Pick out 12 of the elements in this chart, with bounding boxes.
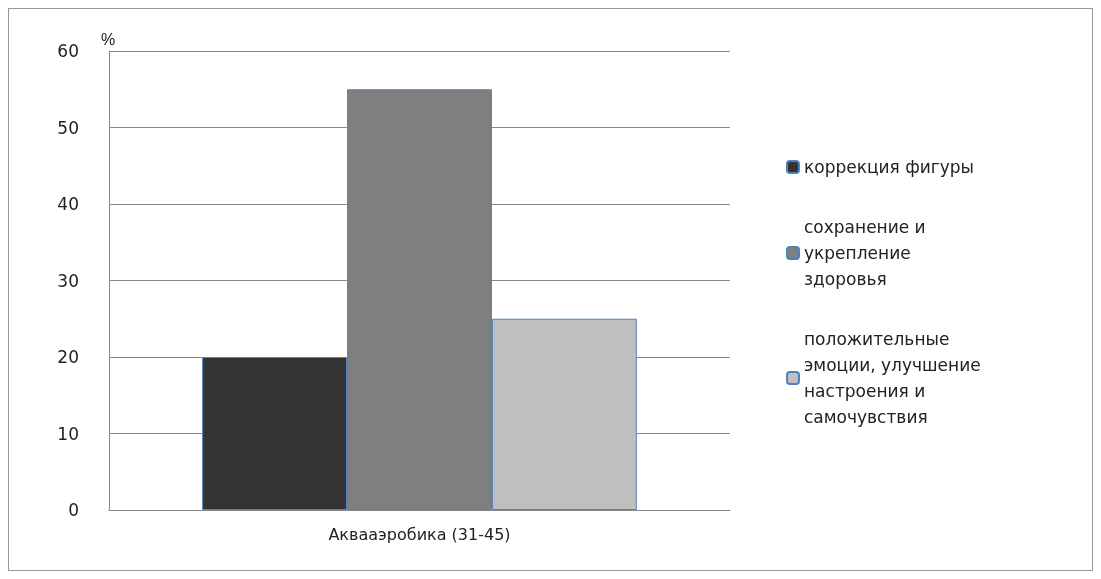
legend-label: положительные эмоции, улучшение настроения и самочувствия bbox=[804, 329, 987, 427]
y-tick-label: 60 bbox=[57, 41, 79, 61]
y-axis-title: % bbox=[101, 30, 116, 48]
y-tick-label: 0 bbox=[68, 500, 79, 520]
x-tick-label: Аквааэробика (31-45) bbox=[328, 524, 511, 544]
y-tick-label: 20 bbox=[57, 347, 79, 367]
y-tick-label: 30 bbox=[57, 270, 79, 291]
y-tick-label: 50 bbox=[57, 117, 79, 138]
y-tick-label: 10 bbox=[57, 423, 79, 444]
legend-label: коррекция фигуры bbox=[804, 157, 975, 177]
y-tick-label: 40 bbox=[57, 194, 79, 214]
legend-label: сохранение и укрепление здоровья bbox=[804, 217, 932, 289]
